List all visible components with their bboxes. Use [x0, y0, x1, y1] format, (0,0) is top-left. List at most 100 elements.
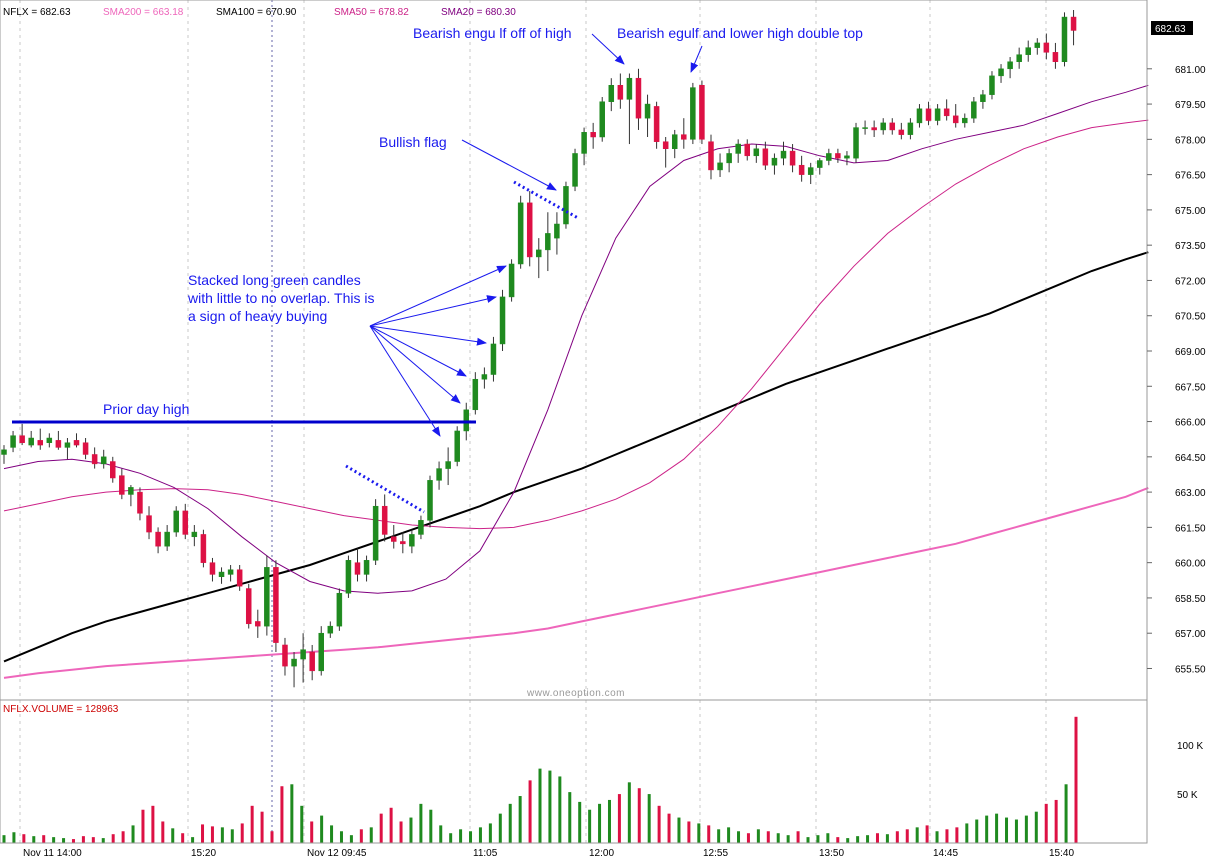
candle-body — [209, 562, 216, 575]
candle — [1052, 42, 1059, 69]
volume-bar — [746, 833, 750, 843]
candle-body — [82, 442, 89, 455]
annotation-double-top: Bearish egulf and lower high double top — [617, 25, 863, 41]
candle-body — [989, 75, 995, 95]
candle — [273, 560, 279, 653]
candle — [1061, 12, 1068, 67]
candle — [436, 461, 442, 490]
candle-body — [572, 153, 578, 187]
candle-body — [273, 567, 279, 643]
candle — [599, 97, 605, 142]
volume-bar — [240, 823, 244, 843]
candle — [626, 73, 633, 145]
sma50-line — [3, 119, 1149, 530]
candle — [952, 104, 959, 128]
stacked-candle-arrow — [369, 325, 441, 437]
candle — [517, 195, 524, 269]
volume-bar — [320, 815, 324, 843]
y-tick-label: 664.50 — [1175, 453, 1206, 464]
last-price-label: NFLX = 682.63 — [3, 7, 71, 18]
candle — [617, 73, 624, 109]
candle-body — [1025, 47, 1031, 55]
sma200-label: SMA200 = 663.18 — [103, 7, 184, 18]
candle — [418, 515, 424, 540]
candle — [962, 113, 968, 128]
volume-bar — [121, 831, 125, 843]
candle-body — [409, 534, 415, 547]
candle-body — [644, 103, 651, 119]
candle-body — [762, 148, 769, 166]
candle — [762, 141, 769, 170]
candle — [409, 529, 415, 554]
x-tick-label: 14:45 — [933, 848, 958, 857]
candle — [427, 475, 433, 528]
candle — [844, 151, 850, 166]
volume-bar — [647, 794, 651, 843]
candle-body — [28, 437, 34, 446]
candle-body — [64, 442, 71, 448]
candle-body — [363, 560, 370, 575]
annotation-bearish-engulf: Bearish engu lf off of high — [413, 25, 572, 41]
x-tick-label: Nov 11 14:00 — [23, 848, 82, 857]
candle-body — [1061, 16, 1068, 62]
candle-body — [227, 569, 234, 575]
candle — [372, 499, 379, 566]
volume-bar — [607, 799, 611, 843]
candle — [354, 548, 361, 582]
candle-body — [37, 440, 44, 446]
candle — [318, 626, 324, 676]
candle-body — [354, 562, 361, 575]
volume-bar — [22, 834, 26, 843]
volume-bar — [280, 786, 284, 843]
candle — [925, 101, 932, 126]
volume-bar — [518, 796, 522, 843]
volume-bar — [2, 835, 6, 843]
candle — [264, 555, 270, 636]
candle — [137, 487, 143, 521]
moving-averages — [3, 84, 1149, 679]
candle-body — [372, 505, 379, 561]
candle — [490, 336, 497, 382]
volume-bar — [766, 831, 770, 843]
candle-body — [617, 85, 624, 100]
volume-bar — [905, 829, 909, 843]
candle-body — [400, 541, 406, 545]
volume-bar — [1064, 784, 1068, 843]
candle-body — [236, 569, 243, 587]
annotations — [12, 33, 703, 514]
candle — [100, 449, 107, 469]
candle — [209, 557, 216, 582]
candle-body — [418, 520, 424, 535]
volume-bar — [449, 833, 453, 843]
candle — [726, 148, 732, 173]
y-tick-label: 673.50 — [1175, 241, 1206, 252]
candle — [998, 64, 1004, 83]
candle — [46, 433, 53, 448]
candle-body — [554, 223, 560, 239]
candle — [934, 104, 941, 126]
volume-bar — [856, 836, 860, 843]
candle-body — [536, 249, 542, 258]
candle — [971, 97, 977, 123]
volume-bar — [786, 835, 790, 843]
volume-bar — [260, 811, 264, 843]
candle-body — [182, 510, 189, 535]
candle — [581, 127, 587, 166]
candle — [1016, 47, 1022, 69]
candle — [454, 426, 460, 467]
volume-bar — [756, 829, 760, 843]
stacked-candle-arrow — [369, 325, 461, 404]
candle-body — [971, 101, 977, 119]
candle — [472, 372, 479, 415]
volume-bar — [310, 821, 314, 843]
candle-body — [73, 440, 80, 446]
candle-body — [1, 449, 7, 455]
volume-bar — [528, 780, 532, 843]
volume-bar — [359, 829, 363, 843]
candle-body — [708, 141, 714, 171]
candle — [907, 118, 914, 140]
candle-body — [137, 491, 143, 514]
volume-bar — [409, 817, 413, 843]
sma100-line — [3, 251, 1149, 663]
